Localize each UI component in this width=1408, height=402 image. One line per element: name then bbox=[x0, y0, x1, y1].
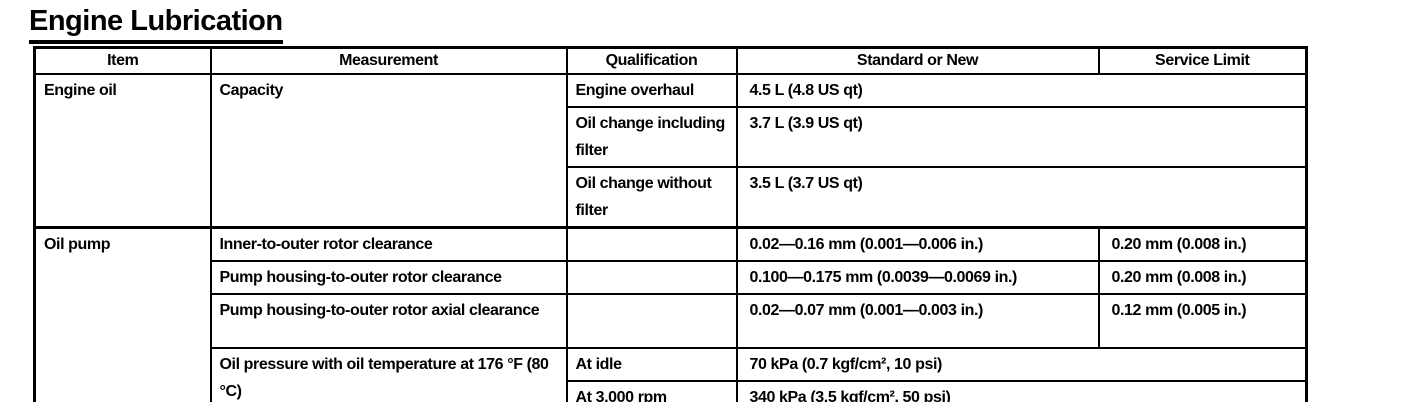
table-header-row: Item Measurement Qualification Standard … bbox=[33, 46, 1308, 75]
table-row-oil-change-with-filter: Oil change including filter 3.7 L (3.9 U… bbox=[35, 106, 1308, 168]
cell-measurement-oil-pressure: Oil pressure with oil temperature at 176… bbox=[209, 347, 568, 402]
cell-service-limit-inner-to-outer: 0.20 mm (0.008 in.) bbox=[1097, 226, 1308, 262]
page-title: Engine Lubrication bbox=[29, 4, 283, 44]
cell-value-capacity-without-filter: 3.5 L (3.7 US qt) bbox=[735, 166, 1308, 229]
column-header-measurement: Measurement bbox=[209, 46, 568, 75]
cell-qualification-empty bbox=[565, 226, 738, 262]
column-header-item: Item bbox=[33, 46, 212, 75]
cell-measurement-housing-rotor: Pump housing-to-outer rotor clearance bbox=[209, 260, 568, 295]
cell-qualification-engine-overhaul: Engine overhaul bbox=[565, 73, 738, 108]
cell-qualification-empty bbox=[565, 260, 738, 295]
cell-measurement-inner-to-outer: Inner-to-outer rotor clearance bbox=[209, 226, 568, 262]
cell-value-capacity-overhaul: 4.5 L (4.8 US qt) bbox=[735, 73, 1308, 108]
table-row-housing-rotor-clearance: Pump housing-to-outer rotor clearance 0.… bbox=[35, 260, 1308, 295]
cell-service-limit-housing-rotor-axial: 0.12 mm (0.005 in.) bbox=[1097, 293, 1308, 349]
table-row-housing-rotor-axial-clearance: Pump housing-to-outer rotor axial cleara… bbox=[35, 293, 1308, 349]
cell-value-pressure-3000rpm: 340 kPa (3.5 kgf/cm², 50 psi) bbox=[735, 380, 1308, 402]
cell-standard-housing-rotor-axial: 0.02—0.07 mm (0.001—0.003 in.) bbox=[735, 293, 1100, 349]
cell-item-oil-pump: Oil pump bbox=[33, 226, 212, 402]
table-row-oil-change-without-filter: Oil change without filter 3.5 L (3.7 US … bbox=[35, 166, 1308, 229]
cell-qualification-oil-change-including-filter: Oil change including filter bbox=[565, 106, 738, 168]
cell-item-engine-oil: Engine oil bbox=[33, 73, 212, 229]
cell-qualification-at-idle: At idle bbox=[565, 347, 738, 382]
cell-value-pressure-idle: 70 kPa (0.7 kgf/cm², 10 psi) bbox=[735, 347, 1308, 382]
cell-value-capacity-with-filter: 3.7 L (3.9 US qt) bbox=[735, 106, 1308, 168]
cell-qualification-empty bbox=[565, 293, 738, 349]
cell-qualification-at-3000-rpm: At 3,000 rpm bbox=[565, 380, 738, 402]
column-header-standard-or-new: Standard or New bbox=[735, 46, 1100, 75]
table-row-oil-pressure-3000rpm: At 3,000 rpm 340 kPa (3.5 kgf/cm², 50 ps… bbox=[35, 380, 1308, 402]
cell-standard-housing-rotor: 0.100—0.175 mm (0.0039—0.0069 in.) bbox=[735, 260, 1100, 295]
cell-qualification-oil-change-without-filter: Oil change without filter bbox=[565, 166, 738, 229]
engine-lubrication-table: Item Measurement Qualification Standard … bbox=[33, 46, 1308, 402]
table-row-oil-pressure-idle: Oil pressure with oil temperature at 176… bbox=[35, 347, 1308, 402]
table-row-inner-to-outer-clearance: Oil pump Inner-to-outer rotor clearance … bbox=[33, 226, 1308, 402]
column-header-qualification: Qualification bbox=[565, 46, 738, 75]
cell-measurement-capacity: Capacity bbox=[209, 73, 568, 229]
table-row-engine-overhaul: Engine oil Capacity Engine overhaul 4.5 … bbox=[33, 73, 1308, 229]
cell-measurement-housing-rotor-axial: Pump housing-to-outer rotor axial cleara… bbox=[209, 293, 568, 349]
cell-standard-inner-to-outer: 0.02—0.16 mm (0.001—0.006 in.) bbox=[735, 226, 1100, 262]
column-header-service-limit: Service Limit bbox=[1097, 46, 1308, 75]
cell-service-limit-housing-rotor: 0.20 mm (0.008 in.) bbox=[1097, 260, 1308, 295]
